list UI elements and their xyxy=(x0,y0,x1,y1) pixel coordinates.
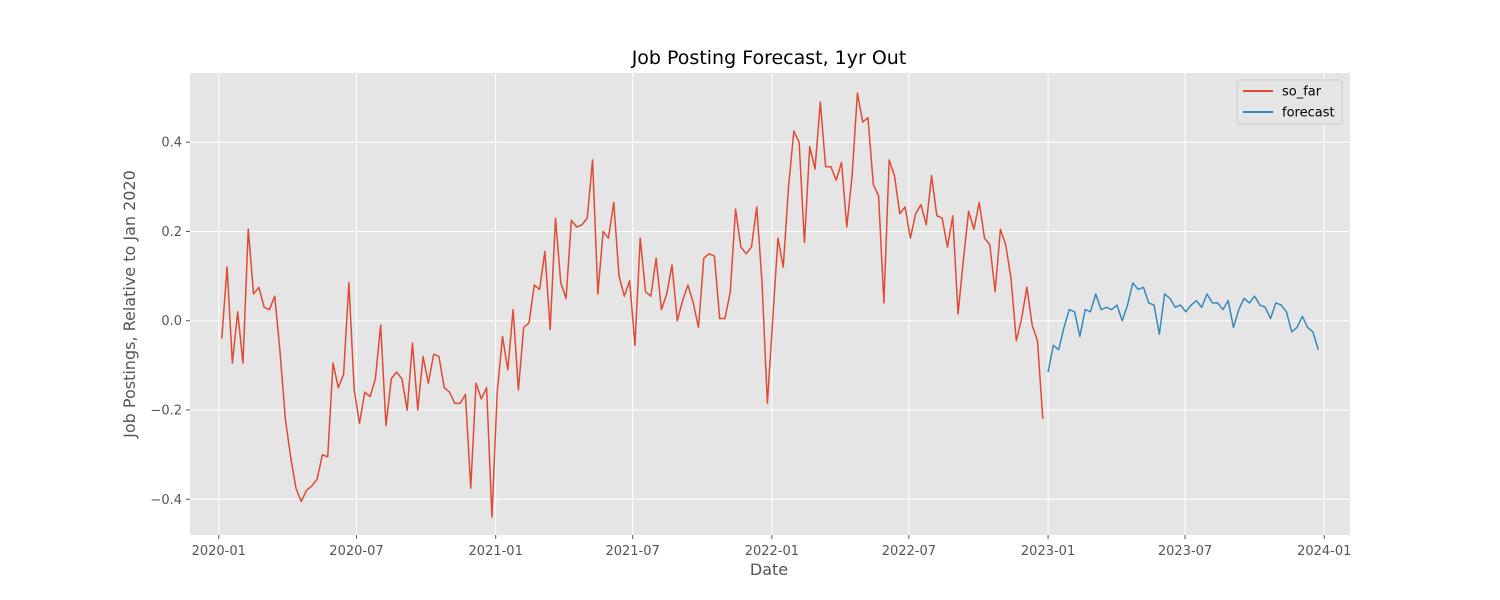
x-tick-label: 2022-01 xyxy=(745,544,799,559)
x-axis-ticks: 2020-01 2020-07 2021-01 2021-07 2022-01 2022-… xyxy=(192,535,1351,559)
x-tick-label: 2023-01 xyxy=(1021,544,1075,559)
y-tick-label: −0.2 xyxy=(150,404,182,419)
y-tick-label: −0.4 xyxy=(150,493,182,508)
series-layer xyxy=(221,92,1319,518)
plot-background xyxy=(190,73,1350,535)
x-axis-label: Date xyxy=(750,560,788,579)
x-tick-label: 2023-07 xyxy=(1158,544,1212,559)
legend-label: forecast xyxy=(1282,106,1335,121)
grid-lines xyxy=(190,73,1350,535)
x-tick-label: 2020-01 xyxy=(192,544,246,559)
series-line-so-far xyxy=(221,92,1044,518)
legend: so_far forecast xyxy=(1236,79,1343,125)
y-tick-label: 0.2 xyxy=(161,225,182,240)
legend-label: so_far xyxy=(1282,85,1322,100)
y-axis-label: Job Postings, Relative to Jan 2020 xyxy=(120,170,139,439)
series-line-forecast xyxy=(1047,282,1319,373)
y-tick-label: 0.0 xyxy=(161,314,182,329)
y-tick-label: 0.4 xyxy=(161,136,182,151)
x-tick-label: 2020-07 xyxy=(329,544,383,559)
chart-title: Job Posting Forecast, 1yr Out xyxy=(631,47,907,69)
x-tick-label: 2021-07 xyxy=(605,544,659,559)
y-axis-ticks: −0.4 −0.2 0.0 0.2 0.4 xyxy=(150,136,190,508)
x-tick-label: 2024-01 xyxy=(1297,544,1351,559)
x-tick-label: 2022-07 xyxy=(882,544,936,559)
x-tick-label: 2021-01 xyxy=(469,544,523,559)
